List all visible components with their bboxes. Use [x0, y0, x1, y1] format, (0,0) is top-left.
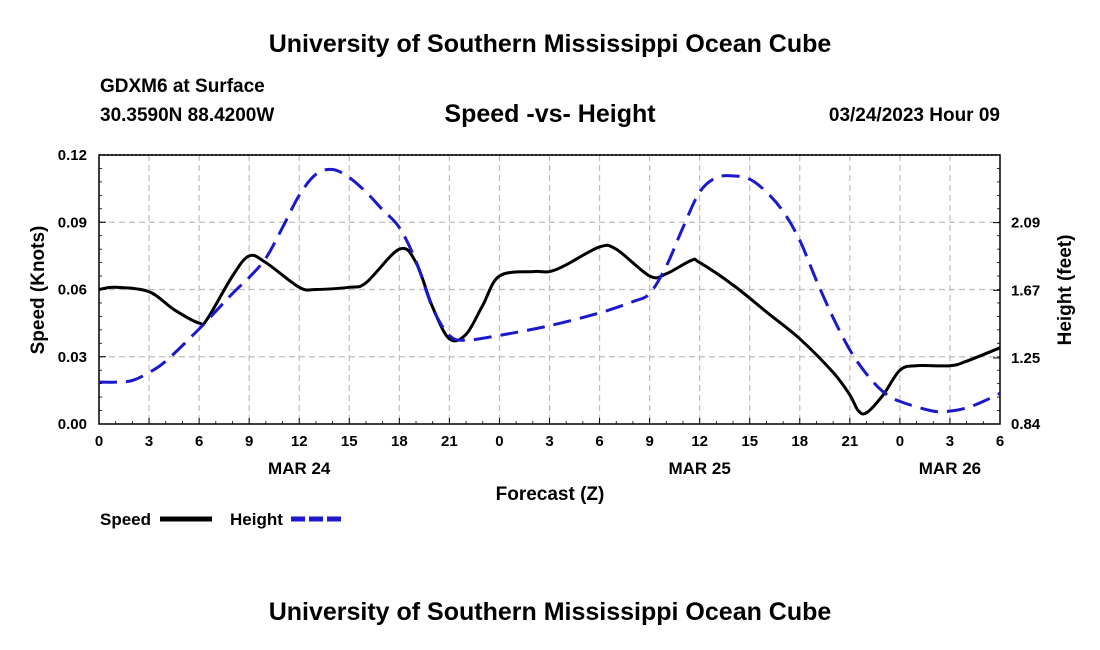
x-tick-label: 9	[645, 433, 653, 450]
footer-title: University of Southern Mississippi Ocean…	[268, 598, 832, 626]
legend-label: Height	[230, 510, 283, 529]
y-left-tick-label: 0.06	[58, 282, 87, 299]
page-title: University of Southern Mississippi Ocean…	[268, 30, 832, 58]
y-axis-label-right: Height (feet)	[1055, 235, 1076, 346]
grid-lines	[98, 155, 1001, 424]
y-right-tick-label: 2.09	[1011, 215, 1040, 232]
x-tick-label: 3	[946, 433, 954, 450]
date-label: MAR 24	[268, 459, 331, 478]
x-tick-label: 3	[145, 433, 153, 450]
series-line-speed	[98, 243, 1001, 416]
legend: Speed Height	[100, 510, 343, 529]
x-tick-label: 6	[595, 433, 603, 450]
x-tick-label: 0	[495, 433, 503, 450]
tick-labels: 0 3 6 9 12 15 18 21 0 3 6 9 12 15 18 21 0 3 6 MAR 24 MAR 25 M…	[58, 147, 1041, 478]
date-label: MAR 26	[919, 459, 981, 478]
x-tick-label: 21	[841, 433, 858, 450]
x-tick-label: 6	[996, 433, 1004, 450]
y-left-tick-label: 0.03	[58, 349, 87, 366]
x-tick-label: 0	[896, 433, 904, 450]
y-axis-label-left: Speed (Knots)	[28, 226, 49, 355]
date-label: MAR 25	[668, 459, 730, 478]
y-left-tick-label: 0.12	[58, 147, 87, 164]
x-tick-label: 15	[341, 433, 358, 450]
x-tick-label: 21	[441, 433, 458, 450]
legend-label: Speed	[100, 510, 151, 529]
coordinates-label: 30.3590N 88.4200W	[100, 105, 275, 126]
x-tick-label: 18	[391, 433, 408, 450]
station-label: GDXM6 at Surface	[100, 76, 265, 97]
y-left-tick-label: 0.09	[58, 214, 87, 231]
y-right-tick-label: 1.25	[1011, 350, 1040, 367]
y-right-tick-label: 1.67	[1011, 282, 1040, 299]
chart-title: Speed -vs- Height	[444, 100, 656, 128]
x-tick-label: 9	[245, 433, 253, 450]
y-right-tick-label: 0.84	[1011, 416, 1041, 433]
x-tick-label: 18	[791, 433, 808, 450]
x-tick-label: 0	[95, 433, 103, 450]
y-left-tick-label: 0.00	[58, 416, 87, 433]
x-tick-label: 3	[545, 433, 553, 450]
x-tick-label: 12	[291, 433, 308, 450]
x-tick-label: 6	[195, 433, 203, 450]
forecast-datetime: 03/24/2023 Hour 09	[828, 105, 1000, 126]
data-series	[98, 167, 1001, 416]
series-line-height	[98, 167, 1001, 414]
x-tick-label: 12	[691, 433, 708, 450]
x-axis-label: Forecast (Z)	[496, 484, 605, 505]
x-tick-label: 15	[741, 433, 758, 450]
